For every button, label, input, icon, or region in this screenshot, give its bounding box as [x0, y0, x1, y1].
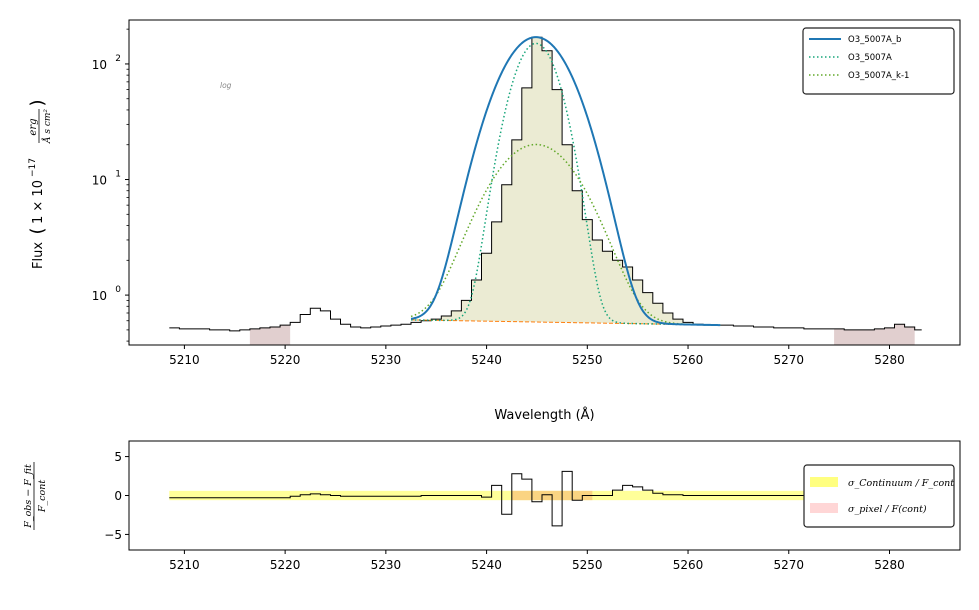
x-tick-label: 5260 — [673, 558, 704, 572]
y-tick-exponent: 2 — [115, 54, 121, 64]
x-tick-label: 5240 — [471, 353, 502, 367]
observed-spectrum-line — [169, 36, 922, 332]
y-axis-label-denominator: Å s cm² — [41, 109, 53, 144]
residual-legend: σ_Continuum / F_cont σ_pixel / F(cont) — [803, 464, 955, 528]
y-axis-label-numerator: erg — [28, 118, 39, 135]
masked-region-1 — [834, 324, 915, 345]
x-tick-label: 5250 — [572, 558, 603, 572]
series-line-o3-5007a-b — [410, 36, 721, 327]
x-tick-label: 5210 — [169, 353, 200, 367]
legend-label: σ_pixel / F(cont) — [848, 504, 927, 515]
residual-y-label-numerator: F_obs − F_fit — [23, 464, 34, 529]
masked-region-0 — [249, 325, 291, 345]
y-axis-label-paren-close: ) — [27, 99, 48, 106]
y-axis-label-exponent: −17 — [28, 158, 38, 177]
y-axis-label-factor: 1 × 10 — [31, 180, 46, 224]
x-tick-label: 5280 — [874, 558, 905, 572]
x-tick-label: 5210 — [169, 558, 200, 572]
residual-plot-area — [169, 470, 922, 527]
x-axis-label: Wavelength (Å) — [494, 407, 594, 423]
spectrum-legend: O3_5007A_b O3_5007A O3_5007A_k-1 — [802, 27, 955, 95]
x-tick-label: 5220 — [270, 353, 301, 367]
y-tick-label: 10 — [92, 289, 107, 303]
y-axis-label-paren: ( — [27, 227, 48, 234]
spectrum-axes-frame — [128, 19, 961, 346]
residual-line — [169, 470, 922, 527]
legend-label: O3_5007A_k-1 — [848, 71, 909, 81]
x-tick-label: 5280 — [874, 353, 905, 367]
spectrum-plot-area — [169, 36, 922, 345]
legend-swatch — [810, 503, 838, 513]
x-tick-label: 5270 — [773, 558, 804, 572]
y-axis-label-prefix: Flux — [31, 242, 46, 269]
y-tick-label: −5 — [104, 528, 122, 542]
y-tick-label: 5 — [114, 450, 122, 464]
y-tick-exponent: 1 — [115, 170, 121, 180]
x-tick-label: 5240 — [471, 558, 502, 572]
legend-swatch — [810, 477, 838, 487]
residual-y-label-denominator: F_cont — [37, 480, 48, 514]
x-tick-label: 5220 — [270, 558, 301, 572]
legend-frame — [802, 27, 955, 95]
x-tick-label: 5270 — [773, 353, 804, 367]
x-tick-label: 5230 — [371, 558, 402, 572]
line-fill-region — [421, 37, 721, 326]
residual-panel: 5210 5220 5230 5240 5250 5260 5270 5280 −5 0 5 F_ob… — [23, 440, 961, 572]
residual-y-axis-label: F_obs − F_fit F_cont — [23, 462, 48, 530]
x-tick-label: 5260 — [673, 353, 704, 367]
x-tick-label: 5250 — [572, 353, 603, 367]
spectrum-panel: 5210 5220 5230 5240 5250 5260 5270 5280 10 0 10 1 10… — [27, 19, 961, 423]
y-tick-label: 0 — [114, 489, 122, 503]
legend-label: σ_Continuum / F_cont — [848, 478, 954, 489]
y-axis-label: Flux (1 × 10 −17 erg Å s cm²) — [27, 99, 53, 269]
y-tick-label: 10 — [92, 174, 107, 188]
continuum-line — [411, 319, 721, 326]
legend-frame — [803, 464, 955, 528]
y-tick-label: 10 — [92, 58, 107, 72]
y-tick-exponent: 0 — [115, 285, 121, 295]
legend-label: O3_5007A_b — [848, 35, 901, 45]
x-tick-label: 5230 — [371, 353, 402, 367]
legend-label: O3_5007A — [848, 53, 892, 63]
scale-annotation: log — [220, 81, 232, 90]
